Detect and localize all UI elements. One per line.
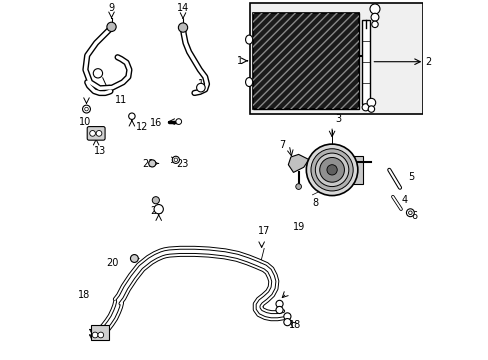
- Circle shape: [406, 209, 413, 217]
- Circle shape: [178, 23, 187, 32]
- Circle shape: [152, 197, 159, 204]
- Circle shape: [370, 13, 378, 21]
- Bar: [253, 13, 358, 109]
- Bar: [361, 20, 369, 104]
- Text: 7: 7: [279, 140, 285, 150]
- FancyBboxPatch shape: [87, 127, 105, 140]
- Text: 5: 5: [407, 172, 414, 182]
- Circle shape: [275, 300, 283, 307]
- Text: 14: 14: [177, 3, 189, 13]
- Circle shape: [367, 106, 374, 112]
- Bar: [91, 325, 109, 339]
- Circle shape: [283, 319, 290, 326]
- Circle shape: [369, 4, 379, 14]
- Text: 4: 4: [401, 195, 407, 205]
- Text: 15: 15: [198, 79, 210, 89]
- Circle shape: [96, 131, 102, 136]
- Text: 1: 1: [237, 56, 243, 66]
- Text: 12: 12: [135, 122, 147, 132]
- Circle shape: [305, 144, 357, 195]
- Circle shape: [84, 107, 88, 111]
- Circle shape: [362, 104, 368, 111]
- Circle shape: [154, 204, 163, 214]
- Text: 13: 13: [93, 145, 105, 156]
- Circle shape: [326, 165, 337, 175]
- Circle shape: [196, 83, 205, 92]
- Circle shape: [172, 156, 179, 163]
- Text: 23: 23: [176, 159, 188, 170]
- Text: 9: 9: [108, 3, 114, 13]
- Ellipse shape: [245, 77, 252, 86]
- Bar: [347, 156, 362, 184]
- Circle shape: [82, 105, 90, 113]
- Text: 17: 17: [258, 226, 270, 236]
- Text: 21: 21: [142, 159, 155, 170]
- Ellipse shape: [245, 35, 252, 44]
- Circle shape: [371, 21, 377, 28]
- Text: 2: 2: [425, 57, 431, 67]
- Circle shape: [93, 69, 102, 78]
- Text: 18: 18: [288, 320, 301, 330]
- Circle shape: [148, 160, 156, 167]
- Circle shape: [130, 255, 138, 262]
- Circle shape: [315, 153, 348, 186]
- Circle shape: [283, 313, 290, 320]
- Bar: [253, 13, 358, 109]
- Text: 6: 6: [411, 211, 417, 221]
- Circle shape: [310, 149, 352, 191]
- Text: 11: 11: [115, 95, 127, 105]
- Circle shape: [98, 332, 103, 338]
- Circle shape: [107, 22, 116, 31]
- Circle shape: [408, 211, 411, 215]
- Circle shape: [128, 113, 135, 120]
- Polygon shape: [288, 154, 308, 172]
- Text: 3: 3: [335, 114, 341, 125]
- Circle shape: [174, 158, 177, 162]
- Text: 16: 16: [150, 118, 162, 129]
- Text: 19: 19: [292, 222, 305, 233]
- Circle shape: [319, 157, 344, 182]
- Text: 20: 20: [106, 258, 119, 268]
- Circle shape: [176, 119, 181, 125]
- Circle shape: [92, 332, 98, 338]
- Circle shape: [275, 306, 283, 314]
- Circle shape: [295, 184, 301, 189]
- Text: 8: 8: [312, 198, 318, 208]
- Circle shape: [89, 131, 95, 136]
- Bar: [253, 13, 358, 109]
- Bar: [253, 13, 358, 109]
- Text: 18: 18: [78, 290, 90, 300]
- Text: 22: 22: [150, 206, 163, 216]
- Bar: [249, 3, 422, 114]
- Text: 10: 10: [79, 117, 91, 127]
- Circle shape: [366, 98, 375, 107]
